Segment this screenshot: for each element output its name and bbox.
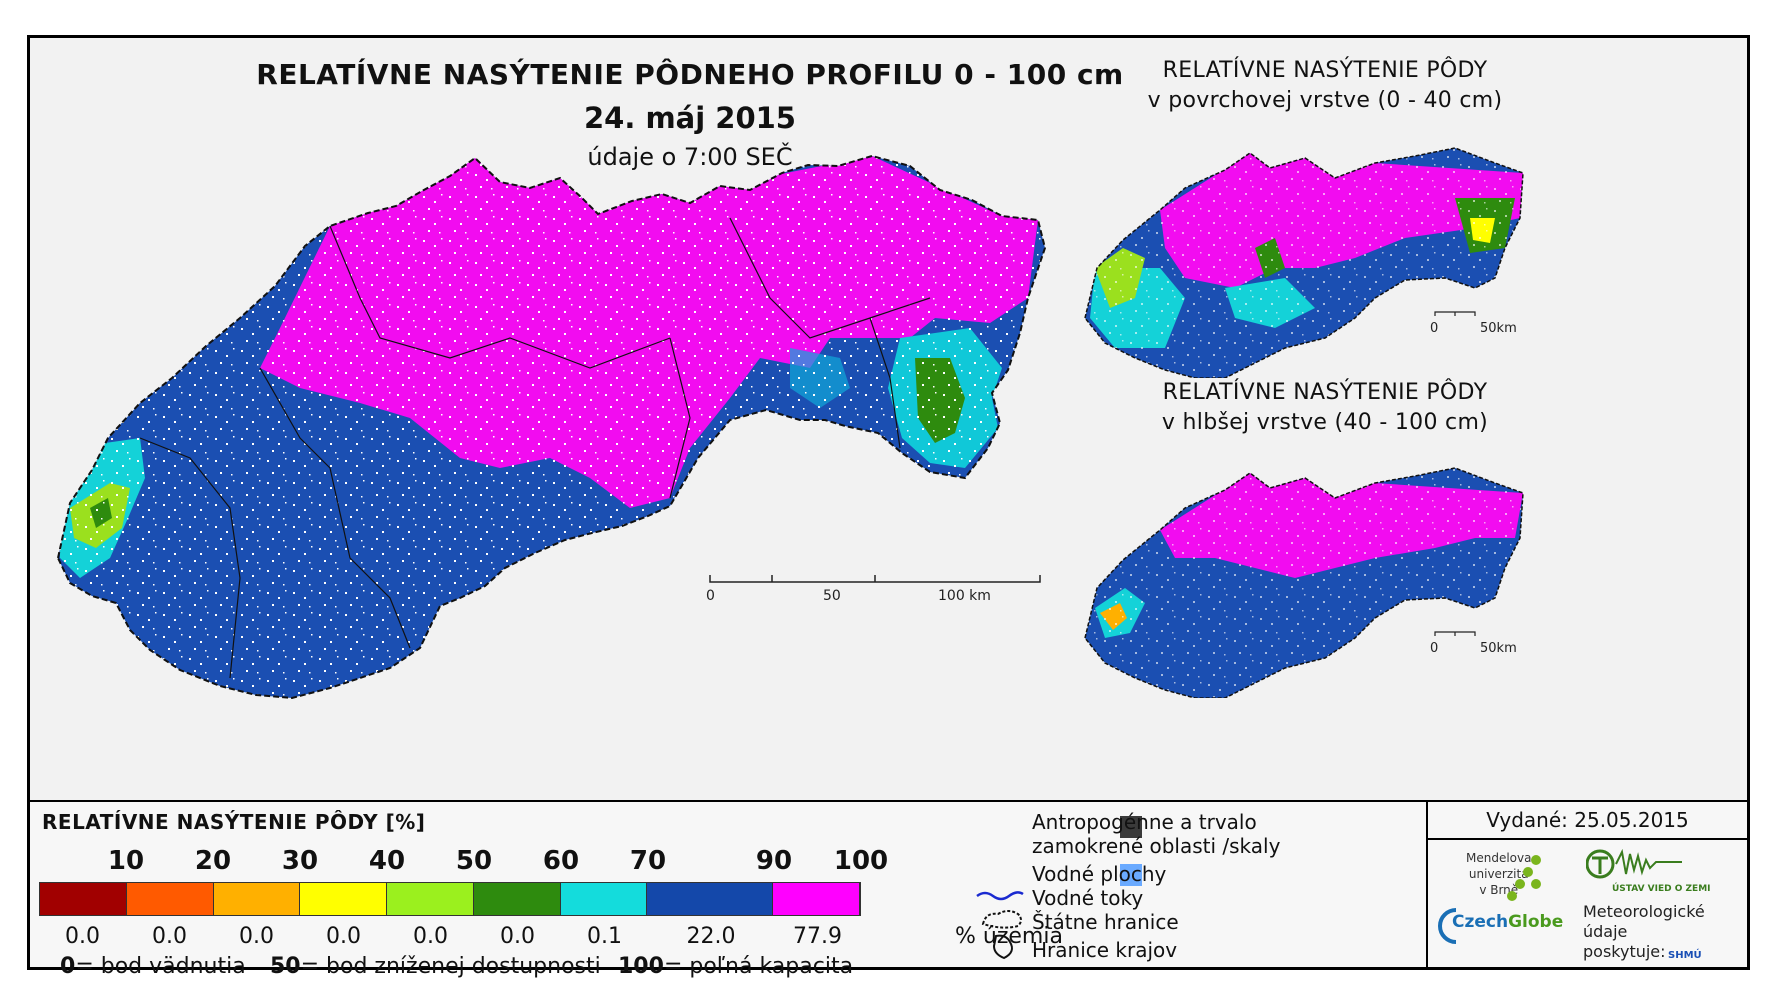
def-wilting: 0= bod vädnutia [60, 954, 246, 979]
legend-color-2 [213, 883, 301, 915]
czechglobe-part1: Czech [1452, 912, 1509, 932]
meteo-line2: údaje [1583, 922, 1628, 941]
czechglobe-part2: Globe [1508, 912, 1564, 932]
inset-bottom-title-line1: RELATÍVNE NASÝTENIE PÔDY [1162, 380, 1488, 405]
def-field-capacity-value: 100 [618, 954, 664, 979]
inset-bottom-title-line2: v hlbšej vrstve (40 - 100 cm) [1161, 410, 1489, 435]
main-scale-mid: 50 [823, 588, 841, 604]
inset-bottom-title: RELATÍVNE NASÝTENIE PÔDY v hlbšej vrstve… [1090, 378, 1560, 438]
legend-percentage: 0.0 [326, 924, 361, 949]
inset-top-title-line2: v povrchovej vrstve (0 - 40 cm) [1147, 88, 1503, 113]
anthropogenic-label-line1: Antropogénne a trvalo [1032, 810, 1257, 834]
legend-panel: RELATÍVNE NASÝTENIE PÔDY [%] 10 20 30 40 50 6… [30, 800, 1747, 979]
main-title: RELATÍVNE NASÝTENIE PÔDNEHO PROFILU 0 - … [256, 58, 1124, 91]
streams-label: Vodné toky [1032, 886, 1144, 910]
inset-top-scale-end: 50km [1480, 321, 1517, 336]
legend-percentage: 0.1 [587, 924, 622, 949]
legend-color-8 [773, 883, 860, 915]
legend-color-5 [473, 883, 561, 915]
legend-percentage: 0.0 [500, 924, 535, 949]
def-wilting-text: = bod vädnutia [75, 954, 246, 979]
def-field-capacity: 100= poľná kapacita [618, 954, 853, 979]
czechglobe-arc-icon [1438, 908, 1457, 944]
legend-tick: 50 [455, 846, 493, 876]
czechglobe-logo-text: CzechGlobe [1452, 912, 1563, 932]
mendel-line1: Mendelova [1466, 851, 1532, 865]
inset-bottom-scale-end: 50km [1480, 641, 1517, 656]
anthropogenic-swatch [1120, 816, 1142, 838]
legend-tick: 90 [755, 846, 793, 876]
def-reduced: 50= bod zníženej dostupnosti [270, 954, 601, 979]
legend-percentage: 0.0 [239, 924, 274, 949]
meteo-credit: Meteorologické údaje poskytuje: [1583, 902, 1705, 962]
legend-percentage: 22.0 [686, 924, 736, 949]
legend-percentage: 0.0 [65, 924, 100, 949]
uvz-logo-text: ÚSTAV VIED O ZEMI [1612, 884, 1711, 894]
mendel-logo-text: Mendelova univerzita v Brně [1466, 850, 1531, 898]
legend-color-6 [560, 883, 648, 915]
time-note: údaje o 7:00 SEČ [587, 143, 793, 171]
title-block: RELATÍVNE NASÝTENIE PÔDNEHO PROFILU 0 - … [190, 58, 1190, 171]
legend-color-0 [40, 883, 127, 915]
def-wilting-value: 0 [60, 954, 76, 979]
shmu-logo-text: SHMÚ [1668, 950, 1702, 961]
streams-swatch [976, 891, 1024, 901]
legend-color-1 [126, 883, 214, 915]
state-border-swatch [981, 910, 1022, 929]
mendel-dots-icon [1507, 855, 1541, 901]
info-box: Vydané: 25.05.2015 Mendelova univerzita … [1426, 802, 1747, 967]
percent-unit: % územia [955, 924, 1063, 949]
legend-color-3 [300, 883, 388, 915]
inset-top-title: RELATÍVNE NASÝTENIE PÔDY v povrchovej vr… [1090, 56, 1560, 116]
legend-tick: 20 [194, 846, 232, 876]
inset-top-map: 0 50km [1084, 147, 1524, 378]
legend-tick: 40 [368, 846, 406, 876]
main-scale-end: 100 km [938, 588, 991, 604]
legend-color-4 [387, 883, 474, 915]
meteo-line3: poskytuje: [1583, 942, 1666, 961]
mendel-line2: univerzita [1468, 867, 1529, 881]
main-scale-bar: 0 50 100 km [706, 575, 1041, 604]
legend-percentage: 0.0 [152, 924, 187, 949]
map-area: RELATÍVNE NASÝTENIE PÔDNEHO PROFILU 0 - … [30, 38, 1747, 800]
meteo-line1: Meteorologické [1583, 902, 1705, 921]
def-reduced-value: 50 [270, 954, 301, 979]
legend-tick: 10 [107, 846, 145, 876]
legend-tick: 60 [542, 846, 580, 876]
legend-tick: 30 [281, 846, 319, 876]
legend-percentage: 77.9 [793, 924, 842, 949]
uvz-logo-icon [1586, 848, 1682, 879]
legend-percentage: 0.0 [413, 924, 448, 949]
inset-bottom-scale-start: 0 [1430, 641, 1438, 656]
region-border-label: Hranice krajov [1032, 938, 1178, 962]
map-date: 24. máj 2015 [583, 101, 796, 135]
legend-color-7 [647, 883, 774, 915]
main-scale-start: 0 [706, 588, 715, 604]
main-map-fill [58, 156, 1045, 698]
anthropogenic-label-line2: zamokrené oblasti /skaly [1032, 834, 1281, 858]
legend-title: RELATÍVNE NASÝTENIE PÔDY [%] [42, 810, 426, 834]
inset-top-scale-start: 0 [1430, 321, 1438, 336]
inset-bottom-map: 0 50km [1084, 467, 1524, 698]
water-bodies-swatch [1120, 864, 1142, 886]
legend-colorbar [39, 882, 861, 916]
legend-tick: 100 [833, 846, 889, 876]
legend-tick: 70 [629, 846, 667, 876]
anthropogenic-label: Antropogénne a trvalo zamokrené oblasti … [1032, 810, 1280, 858]
state-border-label: Štátne hranice [1032, 910, 1179, 934]
def-field-capacity-text: = poľná kapacita [663, 954, 854, 979]
inset-top-title-line1: RELATÍVNE NASÝTENIE PÔDY [1162, 58, 1488, 83]
water-bodies-label: Vodné plochy [1032, 862, 1167, 886]
region-borders [139, 217, 931, 679]
region-border-swatch [992, 934, 1013, 960]
main-map: 0 50 100 km [56, 154, 1047, 700]
info-divider [1428, 838, 1747, 840]
figure-frame: RELATÍVNE NASÝTENIE PÔDNEHO PROFILU 0 - … [27, 35, 1750, 979]
def-reduced-text: = bod zníženej dostupnosti [300, 954, 601, 979]
issued-date: Vydané: 25.05.2015 [1486, 808, 1689, 832]
